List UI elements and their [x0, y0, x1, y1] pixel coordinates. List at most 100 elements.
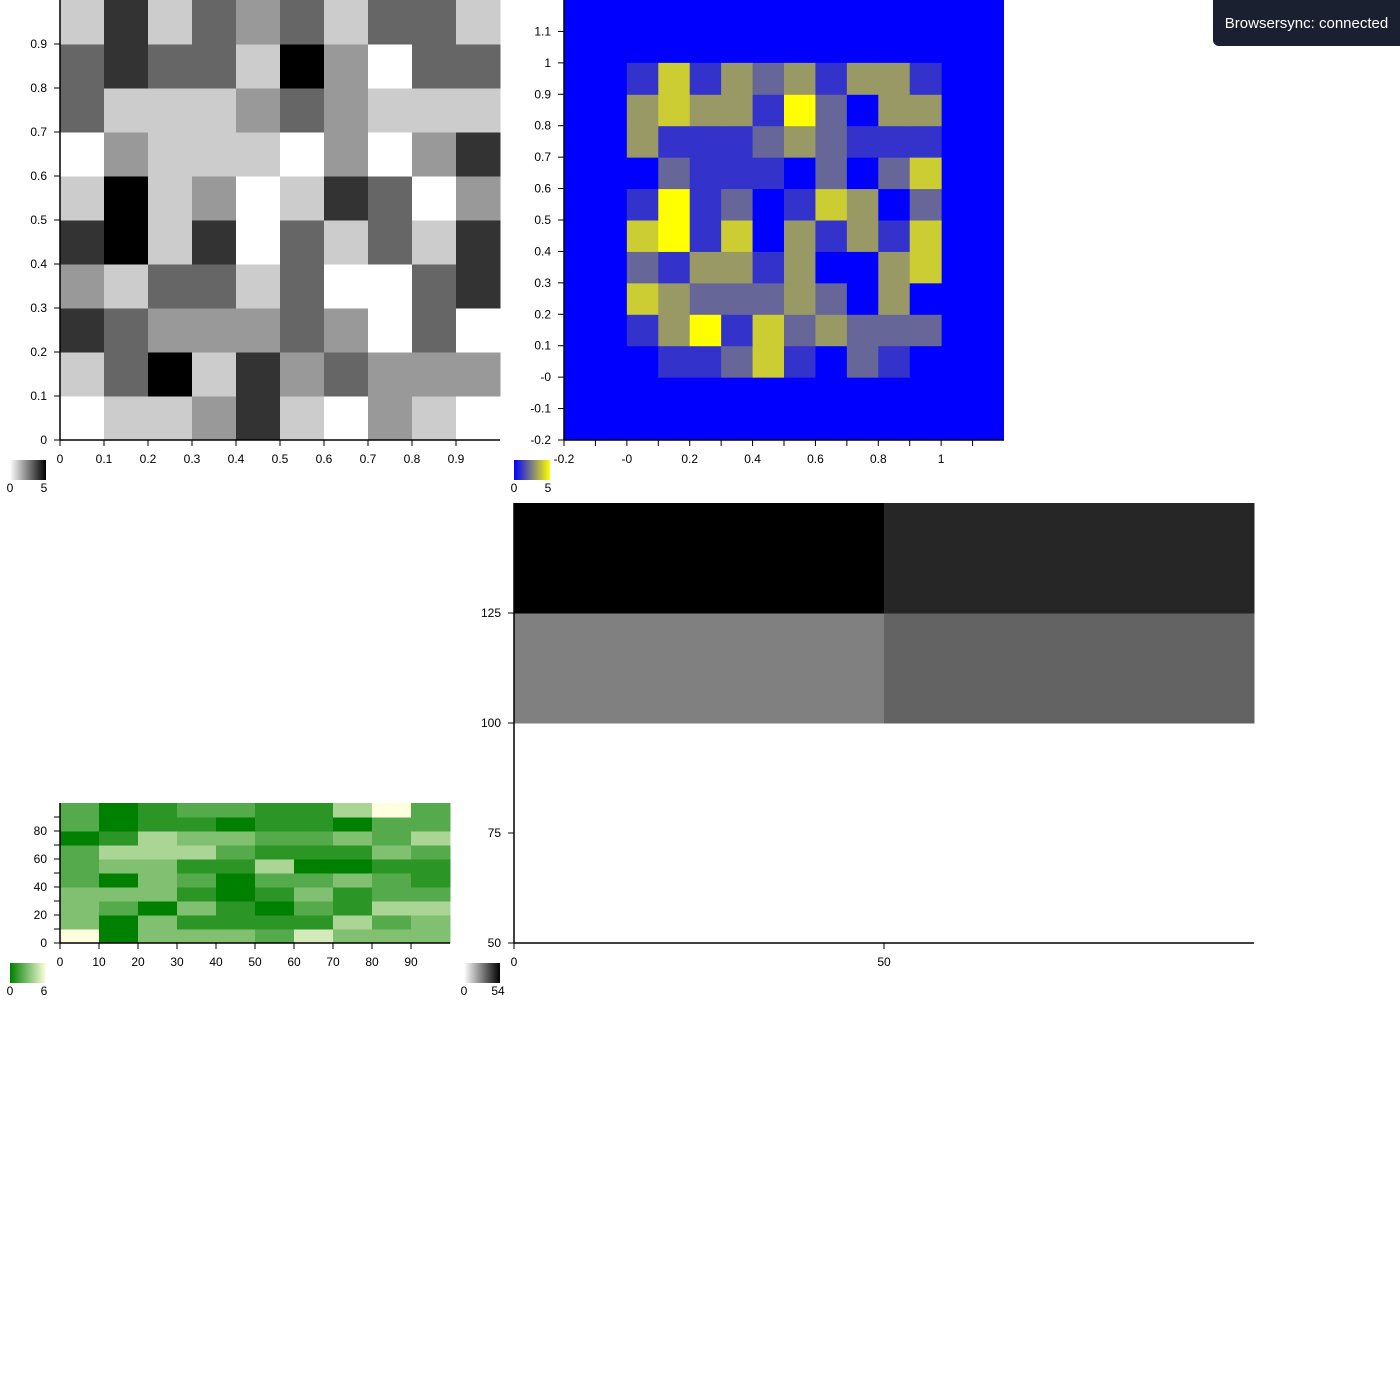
heatmap-cell	[60, 901, 100, 916]
heatmap-cell	[148, 396, 193, 441]
heatmap-cell	[192, 0, 237, 45]
heatmap-cell	[333, 887, 373, 902]
heatmap-cell	[216, 845, 256, 860]
x-tick-label: 0.6	[316, 452, 333, 466]
heatmap-cell	[909, 251, 942, 284]
colorbar-legend: 0 5	[7, 460, 48, 495]
heatmap-cell	[658, 188, 691, 221]
heatmap-cell	[721, 157, 754, 190]
heatmap-cell	[236, 132, 281, 177]
colorbar-min-label: 0	[7, 481, 14, 495]
heatmap-cell	[412, 352, 457, 397]
heatmap-cell	[60, 352, 105, 397]
heatmap-cell	[456, 88, 501, 133]
heatmap-cell	[721, 62, 754, 95]
heatmap-cell	[658, 125, 691, 158]
heatmap-cell	[99, 887, 139, 902]
heatmap-cell	[216, 803, 256, 818]
colorbar-gradient	[10, 460, 46, 480]
heatmap-cell	[333, 915, 373, 930]
heatmap-cell	[192, 352, 237, 397]
heatmap-cell	[372, 929, 412, 944]
heatmap-cell	[216, 915, 256, 930]
heatmap-cell	[60, 220, 105, 265]
heatmap-cell	[216, 817, 256, 832]
heatmap-cell	[324, 264, 369, 309]
heatmap-cell	[721, 314, 754, 347]
heatmap-cell	[626, 220, 659, 252]
heatmap-cell	[846, 62, 879, 95]
heatmap-cell	[878, 251, 911, 284]
heatmap-cell	[99, 831, 139, 846]
heatmap-cell	[60, 915, 100, 930]
heatmap-cell	[456, 396, 501, 441]
heatmap-cell	[626, 345, 659, 378]
heatmap-cell	[216, 929, 256, 944]
heatmap-cell	[148, 352, 193, 397]
heatmap-cell	[909, 62, 942, 95]
heatmap-cell	[236, 220, 281, 265]
heatmap-cell	[372, 817, 412, 832]
x-tick-label: 0.1	[96, 452, 113, 466]
heatmap-cell	[60, 176, 105, 221]
heatmap-cell	[138, 929, 178, 944]
heatmap-cell	[368, 44, 413, 89]
heatmap-cell	[138, 915, 178, 930]
y-tick-label: 0.4	[534, 244, 551, 258]
heatmap-cell	[192, 264, 237, 309]
heatmap-cell	[99, 845, 139, 860]
heatmap-cell	[909, 157, 942, 190]
colorbar-gradient	[464, 963, 500, 983]
heatmap-cell	[752, 314, 785, 347]
heatmap-cell	[909, 94, 942, 127]
heatmap-cells	[564, 0, 1004, 440]
heatmap-cell	[192, 308, 237, 353]
heatmap-cell	[784, 157, 816, 190]
heatmap-cell	[177, 831, 217, 846]
heatmap-cell	[177, 887, 217, 902]
heatmap-cell	[324, 220, 369, 265]
heatmap-cell	[368, 132, 413, 177]
heatmap-cell	[689, 188, 722, 221]
heatmap-cell	[412, 396, 457, 441]
heatmap-cell	[626, 188, 659, 221]
heatmap-cell	[752, 282, 785, 315]
heatmap-cell	[324, 308, 369, 353]
heatmap-axes: 0 50 50 75 100 125	[481, 503, 1254, 969]
heatmap-cell	[99, 859, 139, 874]
heatmap-cell	[372, 803, 412, 818]
heatmap-cell	[456, 0, 501, 45]
heatmap-panel-grayscale: 0 0.1 0.2 0.3 0.4 0.5 0.6 0.7 0.8 0.9 0 0.1 0.2 0.3 0.…	[7, 0, 501, 495]
heatmap-cell	[368, 176, 413, 221]
heatmap-cell	[255, 859, 295, 874]
heatmap-cell	[456, 44, 501, 89]
heatmap-cell	[909, 314, 942, 347]
colorbar-min-label: 0	[461, 984, 468, 998]
heatmap-cell	[177, 873, 217, 888]
heatmap-cell	[177, 915, 217, 930]
heatmap-cell	[909, 282, 942, 315]
heatmap-cell	[372, 845, 412, 860]
heatmap-cell	[138, 831, 178, 846]
heatmap-cell	[689, 251, 722, 284]
heatmap-cell	[815, 157, 848, 190]
heatmap-cell	[411, 901, 451, 916]
heatmap-cell	[280, 396, 325, 441]
heatmap-cell	[514, 503, 885, 614]
colorbar-gradient	[10, 963, 46, 983]
heatmap-cell	[411, 887, 451, 902]
heatmap-cell	[177, 817, 217, 832]
x-tick-label: 80	[365, 955, 379, 969]
heatmap-cell	[815, 251, 848, 284]
x-tick-label: 0.7	[360, 452, 377, 466]
heatmap-cell	[884, 613, 1255, 724]
y-tick-label: 0.2	[30, 345, 47, 359]
heatmap-cell	[721, 345, 754, 378]
heatmap-cell	[456, 220, 501, 265]
heatmap-cell	[752, 188, 785, 221]
heatmap-cell	[294, 873, 334, 888]
heatmap-cell	[721, 125, 754, 158]
y-tick-label: 0.6	[30, 169, 47, 183]
heatmap-cell	[255, 929, 295, 944]
heatmap-cell	[280, 44, 325, 89]
